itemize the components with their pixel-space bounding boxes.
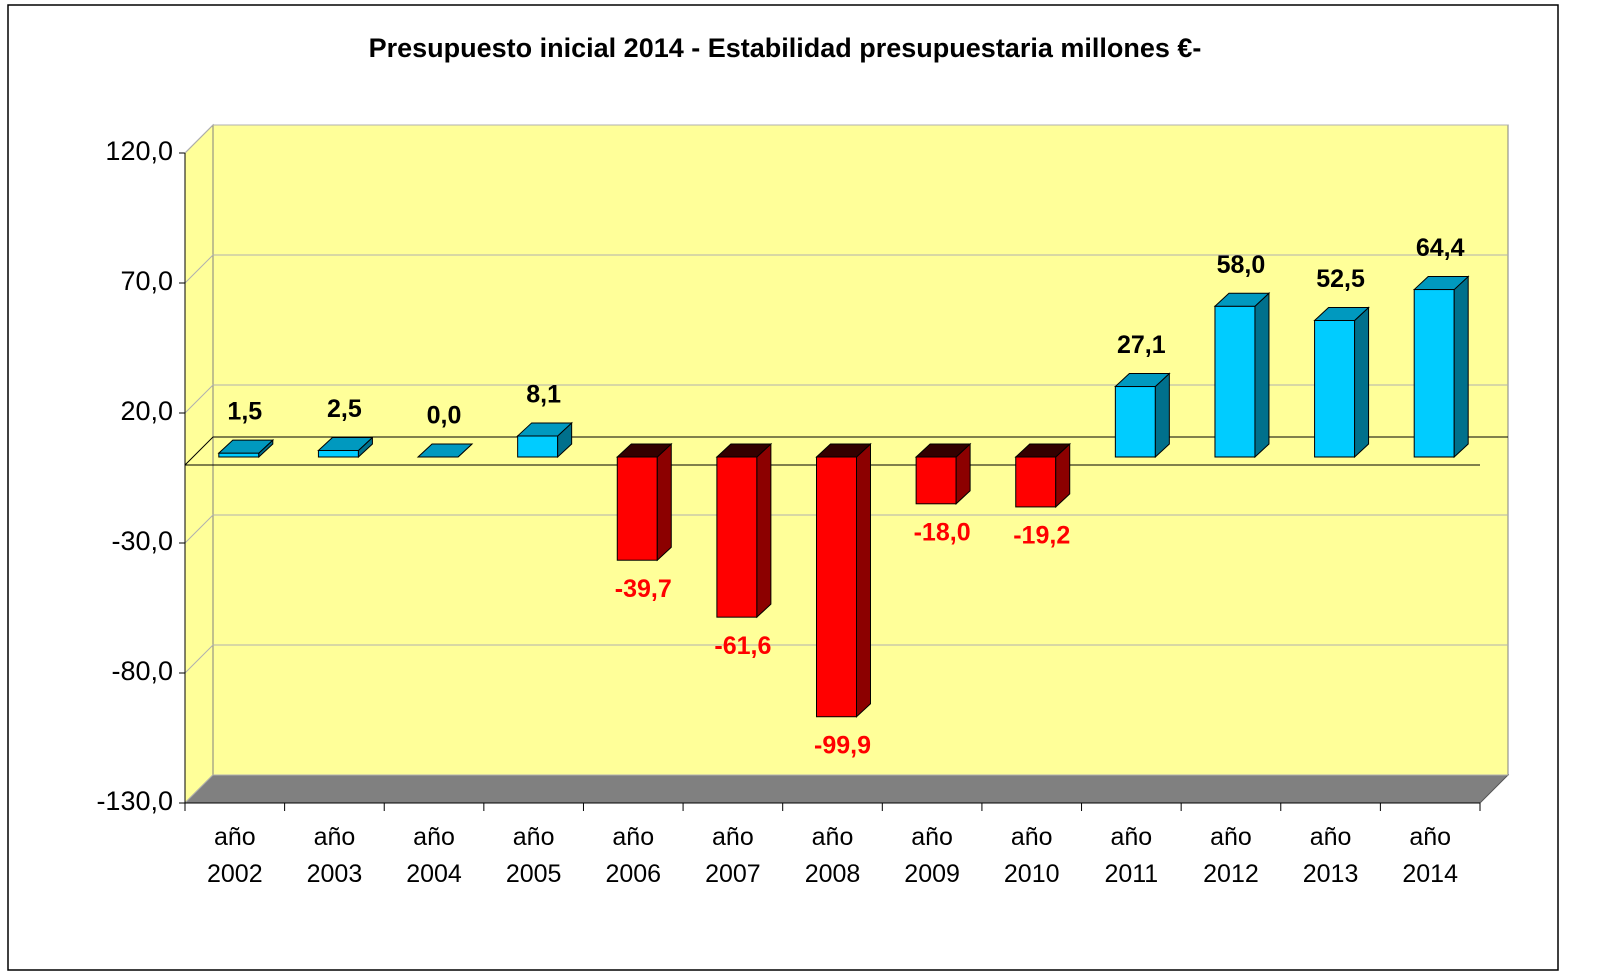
bar [1413,289,1455,458]
bar [1214,305,1256,458]
chart-title: Presupuesto inicial 2014 - Estabilidad p… [369,33,1202,63]
value-label: -61,6 [714,632,771,660]
x-tick-label: año 2002 [206,823,263,888]
y-tick-label: 120,0 [105,136,173,166]
value-label: 64,4 [1416,234,1465,262]
bar [816,456,857,718]
y-tick-label: 20,0 [120,396,173,426]
x-tick-label: año 2009 [904,823,960,888]
x-tick-label: año 2008 [804,823,861,888]
bar-side [1154,372,1170,459]
bar-top [217,439,275,454]
x-tick-label: año 2006 [605,823,662,888]
grid-line [184,644,1508,674]
bar-top [1412,276,1470,291]
x-tick-label: año 2003 [306,823,363,888]
y-tick-label: -80,0 [111,656,173,686]
grid-line [184,124,1508,154]
value-label: 27,1 [1117,331,1166,359]
y-tick-label: 70,0 [120,266,173,296]
value-label: -99,9 [814,731,871,759]
x-tick-label: año 2014 [1402,823,1458,888]
grid-line [184,254,1508,284]
x-tick-label: año 2012 [1203,823,1259,888]
bar-top [416,443,474,458]
value-label: -39,7 [615,575,672,603]
bar-top [1114,373,1171,388]
value-label: 2,5 [327,395,362,423]
grid-line [184,514,1508,544]
x-tick-label: año 2004 [406,823,462,888]
bar-top [1213,292,1271,307]
floor [183,774,1510,804]
bar-side [1254,292,1270,459]
value-label: 58,0 [1217,251,1266,279]
grid-line [184,774,1508,804]
bar [317,450,359,458]
x-tick-label: año 2007 [705,823,761,888]
value-label: -19,2 [1013,522,1070,550]
bar-side [1354,306,1370,459]
bar-top [1313,307,1370,321]
bar-top [317,437,374,451]
bar-side [656,442,672,562]
bar [517,435,559,458]
bar-top [1014,443,1072,458]
y-tick-label: -130,0 [96,786,173,816]
bar-side [756,442,772,619]
zero-back-line [184,436,1508,466]
side-wall [184,123,214,805]
value-label: 52,5 [1316,265,1365,293]
bar-side [856,442,871,718]
x-tick-label: año 2010 [1003,823,1060,888]
bar-top [615,443,673,458]
value-label: 1,5 [227,398,262,426]
value-label: 0,0 [427,402,462,430]
bar-top [914,443,972,458]
x-tick-label: año 2005 [505,823,562,888]
bar-side [1453,275,1469,459]
bar [1015,456,1057,508]
bar [1114,386,1156,458]
x-tick-label: año 2013 [1302,823,1359,888]
bar-top [815,443,872,458]
bar [1314,320,1356,458]
x-tick-label: año 2011 [1104,823,1159,888]
value-label: 8,1 [526,381,561,409]
bar [616,456,658,561]
bar-top [516,422,573,437]
value-label: -18,0 [914,518,971,546]
bar-top [715,443,773,458]
grid-line [184,384,1508,414]
bar [218,452,260,458]
bar [915,456,957,505]
bar [716,456,758,618]
y-tick-label: -30,0 [111,526,173,556]
